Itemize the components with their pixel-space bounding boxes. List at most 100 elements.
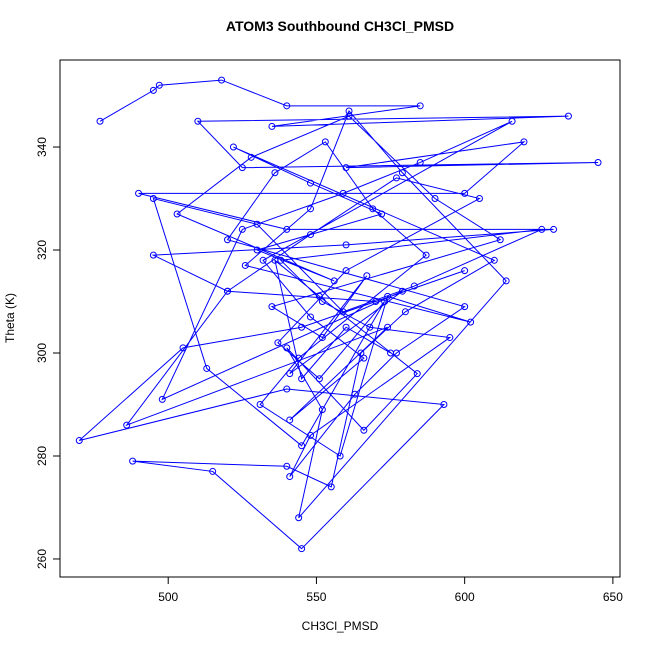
- point: [307, 179, 315, 187]
- y-tick-label: 280: [35, 446, 49, 466]
- point: [256, 400, 264, 408]
- point: [238, 225, 246, 233]
- point: [538, 225, 546, 233]
- point: [283, 102, 291, 110]
- point: [339, 308, 347, 316]
- point: [550, 225, 558, 233]
- point: [416, 158, 424, 166]
- point: [283, 344, 291, 352]
- x-tick-label: 550: [306, 590, 326, 604]
- point: [268, 122, 276, 130]
- point: [315, 375, 323, 383]
- point: [594, 158, 602, 166]
- point: [241, 261, 249, 269]
- x-tick-label: 500: [158, 590, 178, 604]
- y-tick-label: 340: [35, 137, 49, 157]
- point: [345, 112, 353, 120]
- point: [440, 400, 448, 408]
- point: [502, 277, 510, 285]
- chart-title: ATOM3 Southbound CH3Cl_PMSD: [226, 18, 454, 34]
- point: [422, 251, 430, 259]
- point: [209, 467, 217, 475]
- y-tick-label: 260: [35, 549, 49, 569]
- point: [416, 102, 424, 110]
- point: [253, 246, 261, 254]
- point: [283, 385, 291, 393]
- point: [286, 473, 294, 481]
- point: [366, 323, 374, 331]
- point: [271, 169, 279, 177]
- point: [351, 390, 359, 398]
- point: [253, 220, 261, 228]
- point: [330, 277, 338, 285]
- point: [268, 303, 276, 311]
- point: [327, 483, 335, 491]
- point: [398, 169, 406, 177]
- point: [149, 251, 157, 259]
- point: [321, 138, 329, 146]
- point: [129, 457, 137, 465]
- y-axis-label: Theta (K): [3, 293, 17, 343]
- point: [520, 138, 528, 146]
- point: [336, 452, 344, 460]
- point: [286, 416, 294, 424]
- point: [298, 375, 306, 383]
- point: [372, 298, 380, 306]
- point: [384, 292, 392, 300]
- point: [298, 545, 306, 553]
- point: [194, 117, 202, 125]
- point: [307, 313, 315, 321]
- point: [218, 76, 226, 84]
- point: [247, 153, 255, 161]
- point: [467, 318, 475, 326]
- x-tick-label: 600: [455, 590, 475, 604]
- point: [413, 370, 421, 378]
- point: [360, 426, 368, 434]
- point: [283, 225, 291, 233]
- point: [223, 236, 231, 244]
- point: [490, 256, 498, 264]
- point: [342, 241, 350, 249]
- point: [259, 256, 267, 264]
- point: [229, 143, 237, 151]
- point: [283, 462, 291, 470]
- point: [307, 431, 315, 439]
- point: [75, 437, 83, 445]
- point: [96, 117, 104, 125]
- point: [461, 189, 469, 197]
- point: [410, 282, 418, 290]
- point: [274, 339, 282, 347]
- point: [223, 287, 231, 295]
- point: [363, 272, 371, 280]
- point: [173, 210, 181, 218]
- point: [496, 236, 504, 244]
- point: [149, 86, 157, 94]
- point: [384, 323, 392, 331]
- point: [342, 267, 350, 275]
- point: [298, 323, 306, 331]
- point: [307, 205, 315, 213]
- x-tick-label: 650: [603, 590, 623, 604]
- point: [298, 442, 306, 450]
- x-axis-label: CH3Cl_PMSD: [302, 619, 379, 633]
- point: [564, 112, 572, 120]
- point: [271, 256, 279, 264]
- point: [357, 349, 365, 357]
- point: [342, 164, 350, 172]
- point: [345, 107, 353, 115]
- point: [431, 195, 439, 203]
- point: [295, 354, 303, 362]
- point: [203, 364, 211, 372]
- point: [339, 189, 347, 197]
- point: [360, 354, 368, 362]
- point: [295, 514, 303, 522]
- point: [149, 195, 157, 203]
- point: [179, 344, 187, 352]
- point: [342, 323, 350, 331]
- point: [401, 308, 409, 316]
- point: [446, 334, 454, 342]
- point: [286, 370, 294, 378]
- point: [155, 81, 163, 89]
